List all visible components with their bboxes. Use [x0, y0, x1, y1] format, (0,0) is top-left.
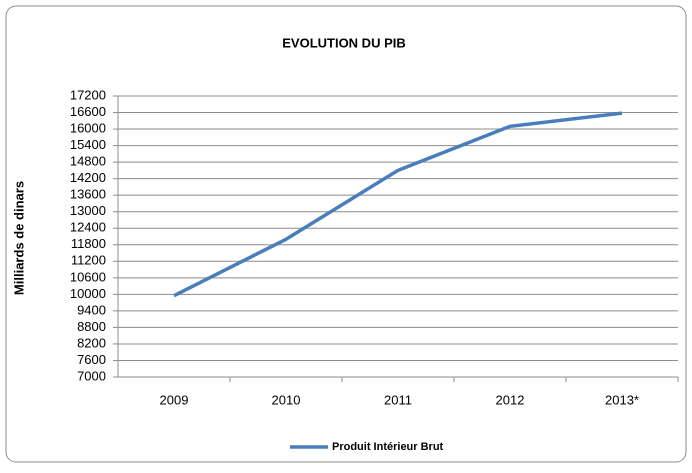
y-tick-label: 10600 [70, 269, 106, 284]
y-tick-label: 12400 [70, 220, 106, 235]
y-tick-label: 13600 [70, 187, 106, 202]
y-tick-label: 9400 [77, 302, 106, 317]
y-tick-label: 8200 [77, 335, 106, 350]
legend-label: Produit Intérieur Brut [332, 441, 444, 453]
data-line [173, 111, 623, 298]
y-tick-label: 11800 [71, 236, 106, 251]
y-tick-label: 13000 [70, 203, 106, 218]
x-tick-label: 2009 [160, 392, 189, 407]
y-tick-label: 8800 [77, 319, 106, 334]
y-tick-label: 11200 [71, 253, 106, 268]
y-tick-label: 10000 [70, 286, 106, 301]
x-tick-label: 2011 [384, 392, 412, 407]
y-axis-label: Milliards de dinars [11, 181, 26, 295]
x-tick-label: 2012 [496, 392, 525, 407]
chart-title: EVOLUTION DU PIB [282, 35, 406, 50]
y-tick-label: 14800 [70, 154, 106, 169]
y-tick-label: 16000 [70, 120, 106, 135]
y-tick-label: 7600 [77, 352, 106, 367]
y-tick-label: 15400 [70, 137, 106, 152]
y-tick-label: 7000 [77, 368, 106, 383]
y-tick-label: 16600 [70, 104, 106, 119]
x-tick-label: 2010 [272, 392, 301, 407]
y-tick-label: 14200 [70, 170, 106, 185]
x-tick-label: 2013* [605, 392, 639, 407]
y-tick-label: 17200 [70, 87, 106, 102]
chart-border [5, 5, 687, 463]
